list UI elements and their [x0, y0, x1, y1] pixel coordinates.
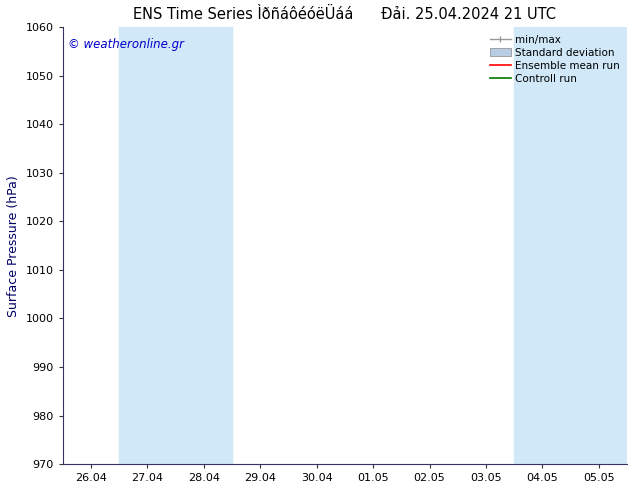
Bar	[119, 27, 176, 464]
Title: ENS Time Series ÌðñáôéóëÜáá      Đải. 25.04.2024 21 UTC: ENS Time Series ÌðñáôéóëÜáá Đải. 25.04.2…	[133, 7, 557, 22]
Bar	[176, 27, 232, 464]
Legend: min/max, Standard deviation, Ensemble mean run, Controll run: min/max, Standard deviation, Ensemble me…	[488, 32, 622, 86]
Y-axis label: Surface Pressure (hPa): Surface Pressure (hPa)	[7, 175, 20, 317]
Text: © weatheronline.gr: © weatheronline.gr	[68, 38, 184, 51]
Bar	[514, 27, 571, 464]
Bar	[571, 27, 630, 464]
